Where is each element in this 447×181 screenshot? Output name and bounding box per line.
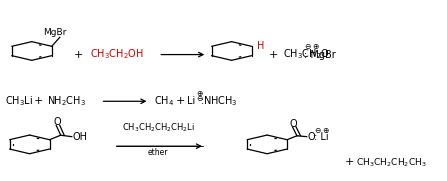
Text: CH$_3$CH$_2$CH$_2$CH$_3$: CH$_3$CH$_2$CH$_2$CH$_3$ — [356, 156, 427, 169]
Text: $\oplus$: $\oplus$ — [312, 42, 319, 51]
Text: O: O — [54, 117, 61, 127]
Text: CH$_4$: CH$_4$ — [154, 94, 174, 108]
Text: H: H — [257, 41, 264, 51]
Text: : Li: : Li — [314, 132, 329, 142]
Text: CH$_3$Li: CH$_3$Li — [5, 94, 33, 108]
Text: +: + — [269, 50, 278, 60]
Text: $\ominus$: $\ominus$ — [314, 126, 322, 135]
Text: +: + — [345, 157, 354, 167]
Text: CH$_3$CH$_2$CH$_2$CH$_2$Li: CH$_3$CH$_2$CH$_2$CH$_2$Li — [122, 121, 195, 134]
Text: OH: OH — [73, 132, 88, 142]
Text: O: O — [308, 132, 315, 142]
Text: MgBr: MgBr — [43, 28, 66, 37]
Text: NH$_2$CH$_3$: NH$_2$CH$_3$ — [47, 94, 86, 108]
Text: : MgBr: : MgBr — [304, 50, 336, 60]
Text: O: O — [290, 119, 298, 129]
Text: CH$_3$CH$_2$OH: CH$_3$CH$_2$OH — [89, 48, 143, 62]
Text: $\ominus$: $\ominus$ — [196, 94, 204, 103]
Text: ether: ether — [148, 148, 169, 157]
Text: Li: Li — [187, 96, 195, 106]
Text: $\ominus$: $\ominus$ — [304, 42, 312, 51]
Text: CH$_3$CH$_2$O: CH$_3$CH$_2$O — [283, 48, 329, 62]
Text: +: + — [74, 50, 83, 60]
Text: $\oplus$: $\oplus$ — [322, 126, 330, 135]
Text: +: + — [34, 96, 43, 106]
Text: +: + — [176, 96, 185, 106]
Text: $\oplus$: $\oplus$ — [196, 89, 204, 98]
Text: :NHCH$_3$: :NHCH$_3$ — [200, 94, 237, 108]
